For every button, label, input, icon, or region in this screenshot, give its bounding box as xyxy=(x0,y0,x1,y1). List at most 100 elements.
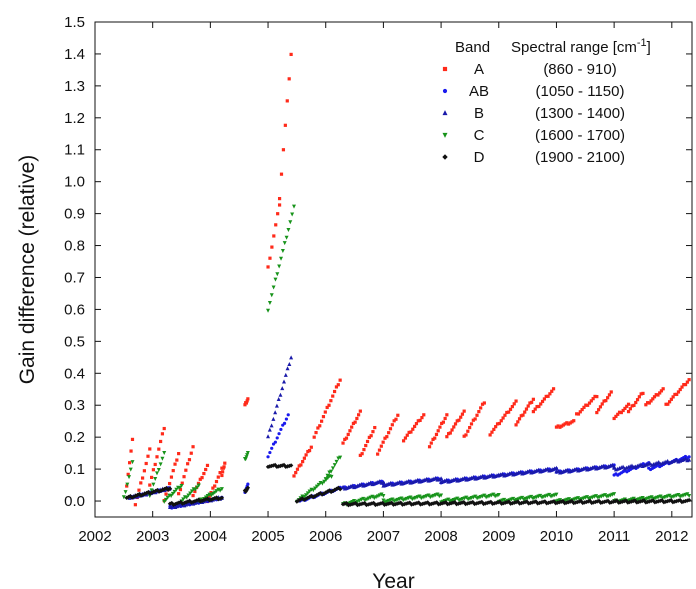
c-data-point xyxy=(313,486,318,491)
c-data-point xyxy=(311,488,316,493)
b-data-point xyxy=(280,386,285,391)
c-data-point xyxy=(316,482,321,487)
d-data-point xyxy=(167,486,173,491)
legend: Band Spectral range [cm-1] A (860 - 910)A… xyxy=(442,37,651,166)
a-data-point xyxy=(614,414,618,419)
x-tick-label: 2005 xyxy=(251,528,284,545)
a-data-point xyxy=(680,385,684,389)
a-data-point xyxy=(385,435,389,439)
c-data-point xyxy=(271,285,276,290)
b-data-point xyxy=(453,476,458,481)
a-data-point xyxy=(306,449,310,454)
b-data-point xyxy=(274,403,279,408)
a-data-point xyxy=(617,410,622,414)
a-data-point xyxy=(281,148,286,152)
d-data-point xyxy=(517,501,522,506)
a-data-point xyxy=(379,444,383,448)
c-data-point xyxy=(170,491,175,496)
a-data-point xyxy=(612,416,616,421)
a-data-point xyxy=(568,421,572,425)
a-data-point xyxy=(299,463,303,467)
c-data-point xyxy=(153,476,158,481)
a-data-point xyxy=(427,445,432,449)
b-data-point xyxy=(583,465,588,470)
d-data-point xyxy=(585,499,591,504)
a-data-point xyxy=(180,481,184,485)
c-data-point xyxy=(158,462,163,467)
a-data-point xyxy=(420,416,424,420)
a-data-point xyxy=(323,410,327,414)
y-tick-label: 0.3 xyxy=(64,397,85,414)
a-data-point xyxy=(129,449,133,453)
a-data-point xyxy=(460,412,465,416)
c-data-point xyxy=(361,496,366,501)
c-data-point xyxy=(334,459,339,464)
d-data-point xyxy=(580,500,585,506)
legend-range-b: (1300 - 1400) xyxy=(535,105,625,122)
c-data-point xyxy=(292,204,296,209)
a-data-point xyxy=(561,423,565,427)
a-data-point xyxy=(304,453,308,457)
y-tick-label: 0.4 xyxy=(64,365,85,382)
b-data-point xyxy=(444,477,449,482)
b-data-point xyxy=(287,362,292,367)
a-data-point xyxy=(669,397,673,401)
c-data-point xyxy=(302,495,307,500)
b-data-point xyxy=(415,477,420,482)
a-data-point xyxy=(473,417,477,421)
d-data-point xyxy=(623,498,629,503)
a-data-point xyxy=(477,410,481,414)
a-data-point xyxy=(576,412,581,416)
a-data-point xyxy=(396,413,400,417)
a-data-point xyxy=(365,439,370,444)
d-data-point xyxy=(641,498,647,503)
legend-marker-c xyxy=(442,132,448,138)
a-data-point xyxy=(544,394,548,399)
c-data-point xyxy=(174,487,179,492)
c-data-point xyxy=(381,494,386,499)
y-axis-ticks: 0.0 0.1 0.2 0.3 0.4 0.5 0.6 0.7 0.8 0.9 1.0 1.1 1.2 1… xyxy=(64,14,692,510)
d-data-point xyxy=(578,498,584,504)
a-data-point xyxy=(637,395,641,399)
a-data-point xyxy=(381,440,385,444)
a-data-point xyxy=(287,77,291,81)
a-data-point xyxy=(440,421,444,426)
d-data-point xyxy=(609,500,614,505)
d-data-point xyxy=(210,496,216,502)
c-data-point xyxy=(218,488,223,493)
c-data-point xyxy=(165,495,170,500)
c-data-point xyxy=(212,490,217,495)
a-data-point xyxy=(289,52,293,57)
d-data-point xyxy=(128,493,133,499)
a-data-point xyxy=(294,471,298,475)
a-data-point xyxy=(292,474,296,478)
a-data-point xyxy=(283,123,287,127)
a-data-point xyxy=(301,459,305,464)
a-data-point xyxy=(336,383,340,387)
a-data-point xyxy=(276,212,280,216)
d-data-point xyxy=(138,493,144,498)
a-data-point xyxy=(334,385,339,389)
b-data-point xyxy=(556,468,561,473)
a-data-point xyxy=(452,425,456,429)
c-data-point xyxy=(266,308,271,313)
ab-data-point xyxy=(268,450,272,455)
a-data-point xyxy=(205,463,210,468)
a-data-point xyxy=(193,489,197,494)
d-data-point xyxy=(200,498,205,503)
a-data-point xyxy=(431,437,435,441)
a-data-point xyxy=(394,417,398,421)
a-data-point xyxy=(153,462,157,467)
a-data-point xyxy=(619,410,623,415)
a-data-point xyxy=(584,403,588,407)
ab-data-point xyxy=(279,427,283,432)
a-data-point xyxy=(654,393,658,397)
d-data-point xyxy=(201,497,207,503)
b-data-point xyxy=(439,476,444,481)
a-data-point xyxy=(683,382,688,387)
d-data-point xyxy=(288,463,294,468)
a-data-point xyxy=(479,406,483,410)
b-data-point xyxy=(647,461,652,466)
a-data-point xyxy=(246,397,250,401)
a-data-point xyxy=(149,475,154,479)
